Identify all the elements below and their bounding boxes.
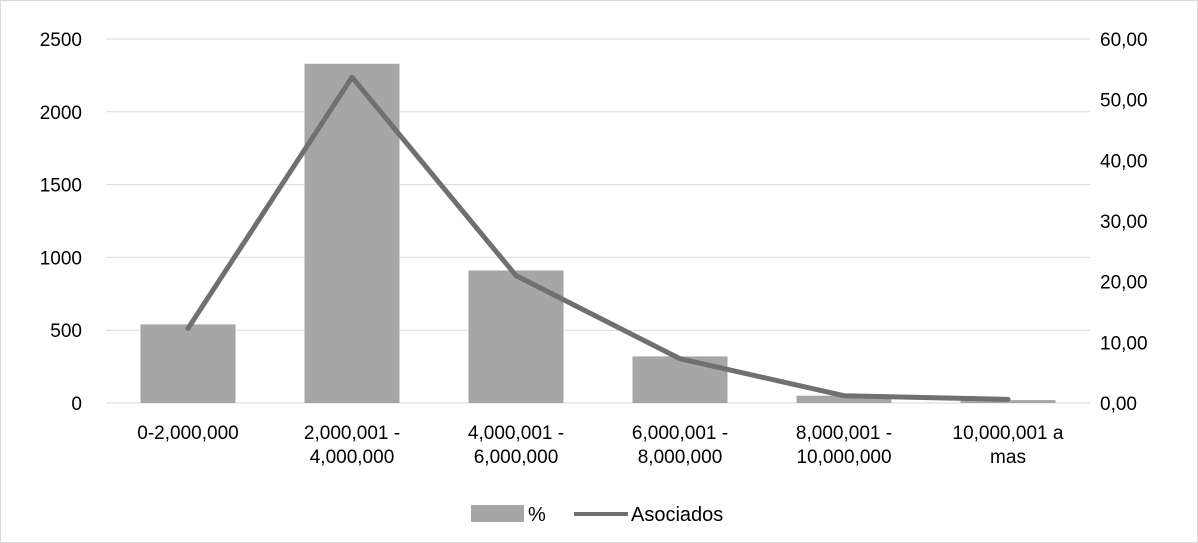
- bar: [140, 324, 236, 403]
- line-series: [185, 74, 1011, 402]
- x-tick-label: 8,000,001 -10,000,000: [796, 423, 892, 468]
- legend-label-line: Asociados: [631, 504, 723, 526]
- left-tick-label: 2000: [40, 103, 82, 124]
- line-path: [185, 74, 1011, 402]
- legend-label-bar: %: [528, 504, 546, 526]
- x-tick-label: 4,000,001 -6,000,000: [468, 423, 564, 468]
- bar: [632, 356, 728, 403]
- bar: [304, 63, 400, 403]
- x-tick-label: 2,000,001 -4,000,000: [304, 423, 400, 468]
- right-tick-label: 0,00: [1100, 394, 1137, 415]
- left-tick-label: 1000: [40, 248, 82, 269]
- legend: % Asociados: [471, 504, 723, 526]
- bar: [796, 395, 892, 403]
- right-tick-label: 50,00: [1100, 91, 1148, 112]
- left-tick-label: 0: [71, 394, 82, 415]
- left-tick-label: 2500: [40, 30, 82, 51]
- left-tick-label: 1500: [40, 176, 82, 197]
- right-tick-label: 60,00: [1100, 30, 1148, 51]
- right-axis: 0,00 10,00 20,00 30,00 40,00 50,00 60,00: [1100, 30, 1148, 415]
- right-tick-label: 10,00: [1100, 333, 1148, 354]
- x-tick-label: 0-2,000,000: [137, 423, 238, 444]
- right-tick-label: 20,00: [1100, 273, 1148, 294]
- right-tick-label: 30,00: [1100, 212, 1148, 233]
- right-tick-label: 40,00: [1100, 151, 1148, 172]
- bar-series: [140, 63, 1056, 403]
- left-axis: 0 500 1000 1500 2000 2500: [40, 30, 82, 415]
- x-tick-label: 6,000,001 -8,000,000: [632, 423, 728, 468]
- x-axis: 0-2,000,000 2,000,001 -4,000,000 4,000,001…: [137, 423, 1064, 468]
- legend-swatch-bar: [471, 505, 524, 522]
- left-tick-label: 500: [50, 321, 82, 342]
- x-tick-label: 10,000,001 a mas: [953, 423, 1064, 468]
- gridlines: [106, 38, 1090, 404]
